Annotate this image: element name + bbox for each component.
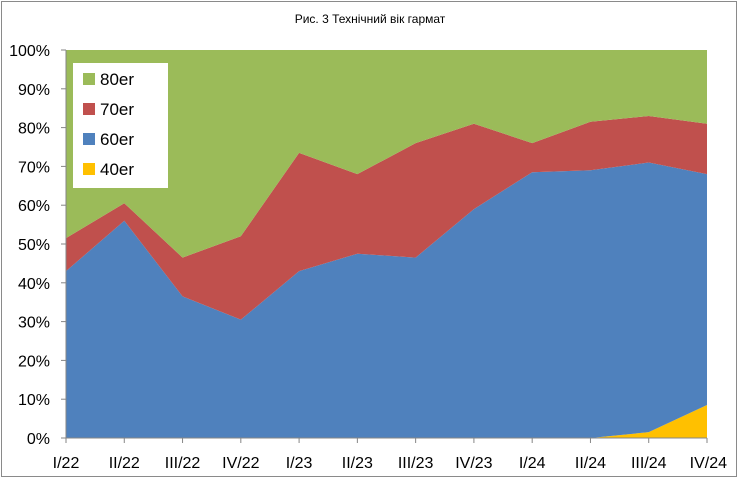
legend-swatch-80er: [83, 73, 95, 85]
legend-swatch-60er: [83, 133, 95, 145]
x-tick-label: I/24: [519, 455, 546, 472]
area-60er: [66, 162, 707, 438]
x-tick-label: I/23: [286, 455, 313, 472]
axes-group: 0% 10% 20% 30% 40% 50% 60% 70% 80% 90% 100% I/22 II/…: [9, 43, 727, 472]
legend-swatch-70er: [83, 103, 95, 115]
y-tick-label: 50%: [18, 237, 50, 254]
legend-label-70er: 70er: [100, 100, 134, 119]
y-tick-label: 60%: [18, 198, 50, 215]
y-tick-label: 90%: [18, 82, 50, 99]
x-tick-label: II/23: [342, 455, 373, 472]
y-tick-label: 10%: [18, 392, 50, 409]
legend-label-40er: 40er: [100, 160, 134, 179]
y-tick-label: 0%: [27, 431, 50, 448]
x-tick-label: II/22: [109, 455, 140, 472]
legend-label-80er: 80er: [100, 70, 134, 89]
x-tick-label: III/24: [631, 455, 667, 472]
y-tick-label: 40%: [18, 276, 50, 293]
legend: 80er 70er 60er 40er: [73, 63, 168, 188]
y-tick-label: 70%: [18, 159, 50, 176]
x-tick-label: III/22: [165, 455, 201, 472]
legend-label-60er: 60er: [100, 130, 134, 149]
area-70er: [66, 115, 707, 320]
x-tick-label: IV/22: [222, 455, 259, 472]
y-tick-label: 20%: [18, 353, 50, 370]
area-series-group: [66, 50, 707, 438]
y-tick-label: 100%: [9, 43, 50, 60]
y-tick-label: 30%: [18, 315, 50, 332]
legend-swatch-40er: [83, 163, 95, 175]
area-40er: [66, 405, 707, 438]
x-tick-label: III/23: [398, 455, 434, 472]
x-tick-label: I/22: [53, 455, 80, 472]
x-tick-label: IV/24: [690, 455, 727, 472]
area-80er: [66, 50, 707, 258]
x-tick-label: II/24: [575, 455, 606, 472]
chart-title: Рис. 3 Технічний вік гармат: [294, 12, 446, 26]
x-tick-label: IV/23: [455, 455, 492, 472]
y-tick-label: 80%: [18, 121, 50, 138]
